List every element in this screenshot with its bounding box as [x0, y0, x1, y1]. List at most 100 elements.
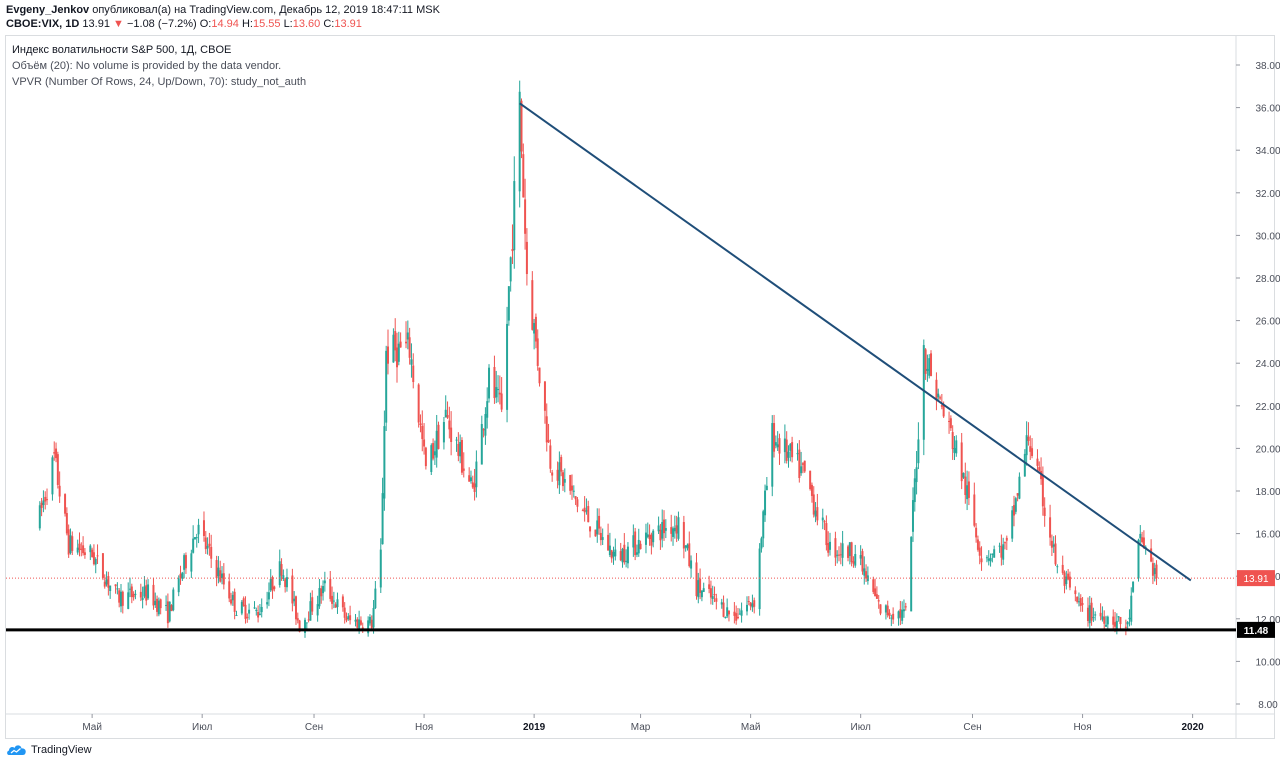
candle-body — [560, 457, 563, 472]
candle-body — [1092, 617, 1095, 619]
candle-body — [506, 323, 509, 410]
legend-volume-study[interactable]: Объём (20): No volume is provided by the… — [12, 60, 282, 72]
candle-body — [91, 549, 94, 557]
candle-body — [412, 365, 415, 383]
candle-body — [753, 600, 756, 607]
candle-body — [715, 598, 718, 602]
candle-body — [751, 603, 754, 608]
candle-body — [307, 619, 310, 621]
candle-body — [432, 443, 435, 459]
candle-body — [574, 496, 577, 500]
candle-body — [682, 522, 685, 549]
price-tick-label: 38.00 — [1255, 61, 1280, 72]
candle-body — [471, 482, 474, 488]
candle-body — [219, 570, 222, 582]
candle-body — [202, 520, 205, 537]
candle-body — [828, 541, 831, 550]
candle-body — [798, 449, 801, 479]
candle-body — [1068, 576, 1071, 588]
candle-body — [495, 387, 498, 398]
candle-body — [130, 586, 133, 598]
candle-body — [172, 589, 175, 611]
candle-body — [991, 553, 994, 555]
price-tick-label: 26.00 — [1255, 317, 1280, 328]
candle-body — [709, 588, 712, 598]
candle-body — [336, 599, 339, 608]
candle-body — [607, 534, 610, 551]
candle-body — [713, 594, 716, 596]
candle-body — [455, 439, 458, 441]
candle-body — [1099, 612, 1102, 617]
candle-body — [253, 607, 256, 609]
candle-body — [1014, 498, 1017, 512]
legend-main-series[interactable]: Индекс волатильности S&P 500, 1Д, CBOE — [12, 44, 232, 56]
candle-body — [569, 474, 572, 491]
candle-body — [406, 332, 409, 340]
candle-body — [928, 358, 931, 376]
candle-body — [940, 405, 943, 407]
candle-body — [1016, 493, 1019, 496]
candle-body — [296, 618, 299, 621]
candle-body — [284, 579, 287, 587]
candle-body — [657, 525, 660, 532]
candle-body — [998, 545, 1001, 547]
candle-body — [64, 494, 67, 514]
candle-body — [1065, 576, 1068, 585]
candle-body — [1029, 446, 1032, 452]
candle-body — [195, 537, 198, 539]
candle-body — [159, 599, 162, 609]
candle-body — [951, 432, 954, 450]
candle-body — [960, 442, 963, 482]
candle-body — [233, 591, 236, 612]
candle-body — [625, 560, 628, 562]
candle-body — [105, 579, 108, 585]
candle-body — [46, 499, 49, 501]
candle-body — [664, 528, 667, 531]
candle-body — [484, 414, 487, 436]
candle-body — [760, 538, 763, 549]
candle-body — [89, 545, 92, 553]
candle-body — [273, 586, 276, 590]
candle-body — [392, 334, 395, 363]
candle-body — [663, 519, 666, 534]
candle-body — [576, 499, 579, 507]
candle-body — [475, 461, 478, 488]
candle-body — [248, 609, 251, 614]
candle-body — [469, 477, 472, 482]
candle-body — [1106, 616, 1109, 625]
price-tick-label: 12.00 — [1255, 615, 1280, 626]
candle-body — [522, 154, 525, 198]
author-name[interactable]: Evgeny_Jenkov — [6, 4, 90, 16]
candle-body — [865, 571, 868, 579]
candle-body — [816, 507, 819, 521]
candle-body — [1150, 548, 1153, 562]
candle-body — [551, 472, 554, 476]
candle-body — [608, 545, 611, 556]
candle-body — [240, 601, 243, 614]
candle-body — [1043, 507, 1046, 517]
candle-body — [531, 280, 534, 330]
candle-body — [841, 543, 844, 558]
candle-body — [773, 423, 776, 452]
candle-body — [892, 613, 895, 620]
down-arrow-icon: ▼ — [113, 18, 124, 30]
candle-body — [884, 605, 887, 613]
candle-body — [1063, 572, 1066, 586]
tradingview-brand-name: TradingView — [31, 744, 92, 756]
candle-body — [953, 448, 956, 453]
candle-body — [222, 573, 225, 585]
candle-body — [166, 601, 169, 624]
tradingview-branding[interactable]: TradingView — [6, 743, 92, 757]
candle-body — [1003, 542, 1006, 544]
candle-body — [271, 577, 274, 591]
candle-body — [825, 523, 828, 546]
legend-vpvr-study[interactable]: VPVR (Number Of Rows, 24, Up/Down, 70): … — [12, 76, 307, 88]
candle-body — [785, 439, 788, 461]
candle-body — [459, 442, 462, 457]
candle-body — [556, 469, 559, 481]
candle-body — [379, 549, 382, 588]
candle-body — [480, 423, 483, 465]
candle-body — [563, 479, 566, 483]
candle-body — [385, 350, 388, 423]
